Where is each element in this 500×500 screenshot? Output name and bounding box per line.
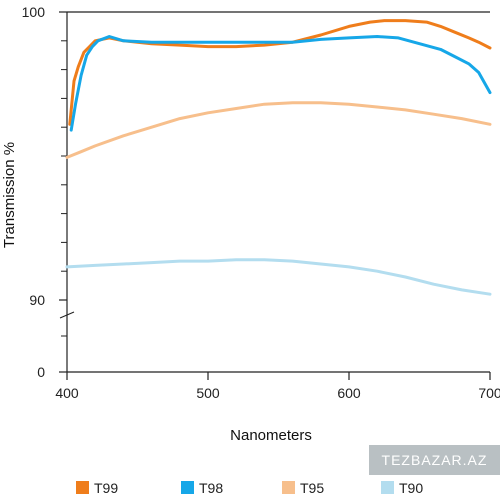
x-tick-label: 700	[478, 385, 500, 401]
axis-labels: Nanometers Transmission %	[1, 142, 312, 444]
y-tick-label: 90	[29, 292, 45, 308]
y-axis-title: Transmission %	[1, 142, 18, 248]
x-tick-label: 400	[55, 385, 79, 401]
series-line-t90	[65, 258, 492, 296]
legend-label-t98: T98	[199, 480, 223, 496]
watermark: TEZBAZAR.AZ	[369, 445, 500, 475]
x-tick-label: 500	[196, 385, 220, 401]
x-tick-label: 600	[337, 385, 361, 401]
legend-label-t90: T90	[399, 480, 423, 496]
x-axis-title: Nanometers	[230, 427, 312, 444]
legend-label-t95: T95	[300, 480, 324, 496]
legend-swatch-t90	[381, 481, 394, 494]
y-tick-label: 100	[22, 4, 46, 20]
series-line-t98	[69, 35, 492, 132]
legend-swatch-t99	[76, 481, 89, 494]
legend-label-t99: T99	[94, 480, 118, 496]
series-lines	[65, 19, 492, 296]
ticks: 100 90 0 400 500 600 700	[22, 4, 500, 401]
axes	[59, 11, 490, 373]
series-line-t95	[65, 101, 492, 159]
legend: T99 T98 T95 T90	[76, 480, 423, 496]
legend-swatch-t95	[282, 481, 295, 494]
y-axis-break	[59, 311, 75, 319]
y-tick-label: 0	[37, 364, 45, 380]
series-line-t99	[68, 19, 492, 126]
legend-swatch-t98	[181, 481, 194, 494]
